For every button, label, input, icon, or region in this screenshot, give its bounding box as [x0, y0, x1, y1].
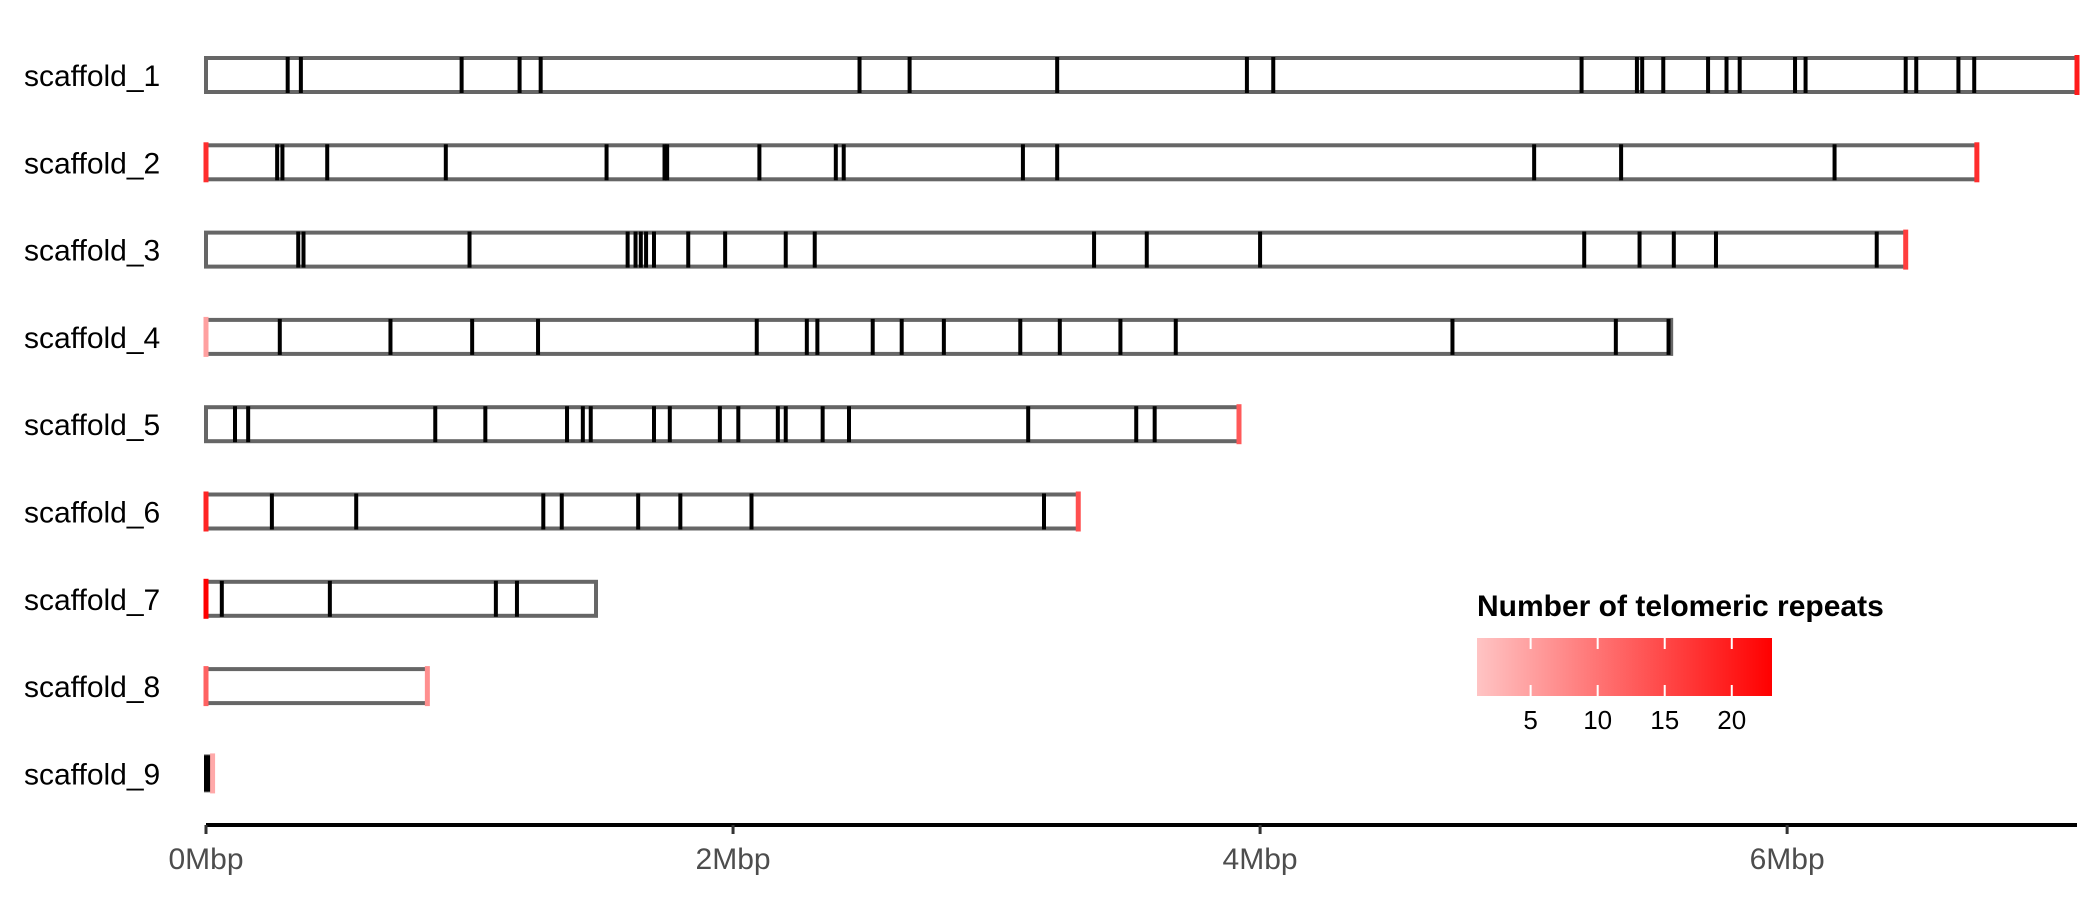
legend-ticks: 5 10 15 20	[1523, 638, 1746, 735]
scaffold-bar	[204, 492, 1081, 531]
scaffold-label: scaffold_5	[24, 409, 160, 442]
x-tick-label: 0Mbp	[168, 843, 243, 876]
scaffold-bar	[204, 405, 1242, 444]
scaffold-row: scaffold_3	[24, 229, 1909, 270]
scaffold-label: scaffold_8	[24, 671, 160, 704]
scaffold-label: scaffold_4	[24, 322, 160, 355]
scaffold-label: scaffold_9	[24, 758, 160, 791]
scaffold-bar	[204, 667, 430, 706]
scaffold-row: scaffold_4	[24, 316, 1674, 357]
legend-tick-label: 20	[1717, 705, 1746, 735]
scaffold-bar	[204, 143, 1979, 182]
legend-tick-label: 5	[1523, 705, 1537, 735]
legend-colorbar	[1477, 638, 1772, 696]
scaffold-bar	[204, 579, 599, 618]
scaffold-label: scaffold_2	[24, 147, 160, 180]
legend-tick-label: 15	[1650, 705, 1679, 735]
scaffold-label: scaffold_3	[24, 235, 160, 268]
x-tick-label: 4Mbp	[1223, 843, 1298, 876]
x-axis: 0Mbp 2Mbp 4Mbp 6Mbp	[168, 823, 2077, 876]
scaffold-label: scaffold_1	[24, 60, 160, 93]
x-tick-label: 6Mbp	[1750, 843, 1825, 876]
scaffold-row: scaffold_7	[24, 578, 599, 619]
scaffold-row: scaffold_2	[24, 142, 1980, 183]
legend: Number of telomeric repeats 5 10 15 20	[1477, 590, 1884, 735]
scaffold-row: scaffold_1	[24, 55, 2080, 95]
scaffold-bar	[204, 230, 1908, 269]
x-tick-label: 2Mbp	[696, 843, 771, 876]
scaffold-row: scaffold_6	[24, 491, 1081, 532]
scaffold-row: scaffold_5	[24, 404, 1242, 445]
scaffold-label: scaffold_7	[24, 584, 160, 617]
scaffold-row: scaffold_8	[24, 666, 430, 707]
scaffold-row: scaffold_9	[24, 753, 216, 794]
scaffold-rows: scaffold_1 scaffold_2 scaffold_3 scaffold_4…	[24, 55, 2080, 794]
legend-tick-label: 10	[1583, 705, 1612, 735]
scaffold-label: scaffold_6	[24, 497, 160, 530]
legend-title: Number of telomeric repeats	[1477, 590, 1884, 623]
